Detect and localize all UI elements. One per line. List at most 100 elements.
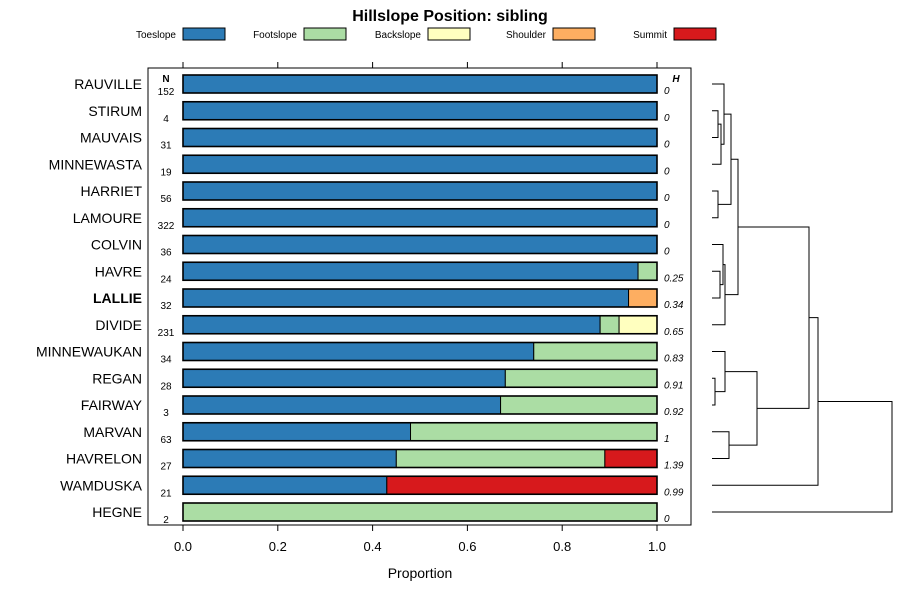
bar-havrelon-toeslope bbox=[182, 449, 397, 468]
row-label-divide: DIVIDE bbox=[95, 317, 142, 333]
dendrogram-branch-6 bbox=[712, 244, 724, 286]
legend-label-summit: Summit bbox=[633, 30, 667, 41]
bar-outline-rauville bbox=[182, 74, 658, 94]
n-value-marvan: 63 bbox=[160, 435, 172, 446]
x-axis-label: Proportion bbox=[388, 565, 453, 581]
dendrogram bbox=[712, 83, 893, 513]
n-value-havrelon: 27 bbox=[160, 462, 172, 473]
row-label-rauville: RAUVILLE bbox=[74, 76, 142, 92]
row-label-hegne: HEGNE bbox=[92, 504, 142, 520]
bar-outline-stirum bbox=[182, 100, 658, 121]
bar-outline-havrelon bbox=[182, 448, 658, 469]
legend-label-toeslope: Toeslope bbox=[136, 30, 176, 41]
h-value-wamduska: 0.99 bbox=[664, 487, 684, 498]
h-value-fairway: 0.92 bbox=[664, 407, 684, 418]
h-value-minnewaukan: 0.83 bbox=[664, 354, 684, 365]
bar-mauvais-toeslope bbox=[182, 128, 658, 147]
x-tick-label-4: 0.8 bbox=[553, 539, 571, 554]
legend-swatch-shoulder bbox=[552, 27, 596, 41]
h-value-divide: 0.65 bbox=[664, 327, 684, 338]
bar-divide-footslope bbox=[599, 315, 620, 335]
h-value-stirum: 0 bbox=[664, 113, 670, 124]
row-label-stirum: STIRUM bbox=[88, 103, 142, 119]
n-value-havre: 24 bbox=[160, 274, 172, 285]
bar-harriet-toeslope bbox=[182, 181, 658, 201]
n-value-stirum: 4 bbox=[163, 114, 169, 125]
bar-wamduska-toeslope bbox=[182, 475, 388, 495]
row-label-regan: REGAN bbox=[92, 370, 142, 386]
bar-outline-harriet bbox=[182, 181, 658, 201]
h-value-minnewasta: 0 bbox=[664, 166, 670, 177]
plot-frame bbox=[147, 67, 692, 526]
n-value-mauvais: 31 bbox=[160, 141, 172, 152]
bar-divide-backslope bbox=[618, 315, 658, 335]
h-value-havrelon: 1.39 bbox=[664, 461, 684, 472]
h-value-colvin: 0 bbox=[664, 247, 670, 258]
x-tick-label-1: 0.2 bbox=[269, 539, 287, 554]
bar-havrelon-summit bbox=[604, 449, 658, 468]
dendrogram-branch-11 bbox=[712, 431, 730, 459]
bar-outline-mauvais bbox=[182, 127, 658, 148]
row-label-colvin: COLVIN bbox=[91, 237, 142, 253]
bar-minnewaukan-toeslope bbox=[182, 342, 535, 361]
bar-rauville-toeslope bbox=[182, 74, 658, 94]
bar-divide-toeslope bbox=[182, 315, 601, 335]
h-value-rauville: 0 bbox=[664, 86, 670, 97]
dendrogram-branch-3 bbox=[712, 190, 719, 219]
n-value-rauville: 152 bbox=[158, 87, 175, 98]
bar-outline-minnewasta bbox=[182, 154, 658, 175]
n-value-divide: 231 bbox=[158, 328, 175, 339]
bar-minnewaukan-footslope bbox=[533, 342, 658, 361]
h-value-lallie: 0.34 bbox=[664, 300, 684, 311]
dendrogram-branch-14 bbox=[712, 317, 819, 486]
h-value-regan: 0.91 bbox=[664, 380, 683, 391]
bars bbox=[182, 74, 658, 522]
bar-fairway-footslope bbox=[500, 395, 658, 415]
row-label-wamduska: WAMDUSKA bbox=[60, 477, 143, 493]
row-label-fairway: FAIRWAY bbox=[81, 397, 143, 413]
h-value-lamoure: 0 bbox=[664, 220, 670, 231]
dendrogram-branch-13 bbox=[738, 226, 810, 409]
n-value-lamoure: 322 bbox=[158, 221, 175, 232]
bar-regan-footslope bbox=[504, 368, 658, 388]
row-label-marvan: MARVAN bbox=[83, 424, 142, 440]
bar-outline-divide bbox=[182, 314, 658, 335]
legend-swatch-toeslope bbox=[182, 27, 226, 41]
dendrogram-branch-5 bbox=[712, 270, 721, 299]
bar-havre-toeslope bbox=[182, 261, 639, 281]
bar-stirum-toeslope bbox=[182, 101, 658, 121]
x-tick-label-5: 1.0 bbox=[648, 539, 666, 554]
bar-marvan-toeslope bbox=[182, 422, 412, 442]
bar-havrelon-footslope bbox=[395, 449, 606, 468]
row-label-havre: HAVRE bbox=[95, 263, 142, 279]
n-value-minnewasta: 19 bbox=[160, 167, 172, 178]
x-tick-label-2: 0.4 bbox=[364, 539, 382, 554]
bar-marvan-footslope bbox=[410, 422, 658, 442]
n-value-hegne: 2 bbox=[163, 515, 169, 526]
dendrogram-branch-0 bbox=[712, 110, 719, 138]
bar-lamoure-toeslope bbox=[182, 208, 658, 228]
bar-outline-colvin bbox=[182, 234, 658, 255]
row-label-lallie: LALLIE bbox=[93, 290, 142, 306]
bar-hegne-footslope bbox=[182, 502, 658, 522]
x-tick-label-3: 0.6 bbox=[458, 539, 476, 554]
bar-colvin-toeslope bbox=[182, 235, 658, 254]
bar-outline-havre bbox=[182, 261, 658, 282]
row-label-minnewaukan: MINNEWAUKAN bbox=[36, 344, 142, 360]
row-label-harriet: HARRIET bbox=[81, 183, 143, 199]
bar-minnewasta-toeslope bbox=[182, 154, 658, 174]
bar-outline-wamduska bbox=[182, 475, 658, 496]
row-label-mauvais: MAUVAIS bbox=[80, 130, 142, 146]
legend-label-footslope: Footslope bbox=[253, 30, 297, 41]
bar-outline-lallie bbox=[182, 288, 658, 308]
dendrogram-branch-9 bbox=[712, 377, 716, 406]
legend: Toeslope Footslope Backslope Shoulder Summit bbox=[136, 27, 717, 41]
n-value-minnewaukan: 34 bbox=[160, 355, 172, 366]
n-value-harriet: 56 bbox=[160, 194, 172, 205]
row-label-lamoure: LAMOURE bbox=[73, 210, 142, 226]
bar-outline-minnewaukan bbox=[182, 341, 658, 362]
h-column-header: H bbox=[672, 74, 680, 85]
dendrogram-branch-15 bbox=[712, 400, 893, 513]
